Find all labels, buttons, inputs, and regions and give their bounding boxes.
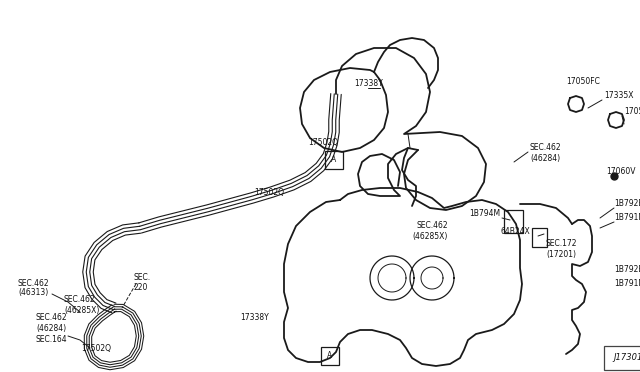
Text: (46285X): (46285X) bbox=[413, 231, 448, 241]
Text: 220: 220 bbox=[134, 283, 148, 292]
Text: (17201): (17201) bbox=[546, 250, 576, 259]
Text: 17050FC: 17050FC bbox=[566, 77, 600, 87]
Text: 17502Q: 17502Q bbox=[81, 343, 111, 353]
Text: 17338Y: 17338Y bbox=[240, 314, 269, 323]
Text: SEC.462: SEC.462 bbox=[64, 295, 95, 305]
Text: A: A bbox=[328, 352, 333, 360]
Text: (46313): (46313) bbox=[18, 289, 48, 298]
Text: (46285X): (46285X) bbox=[64, 305, 99, 314]
FancyBboxPatch shape bbox=[604, 346, 640, 370]
Text: 17335X: 17335X bbox=[604, 92, 634, 100]
Text: 1B794M: 1B794M bbox=[469, 209, 500, 218]
Text: SEC.: SEC. bbox=[134, 273, 151, 282]
Text: SEC.462: SEC.462 bbox=[417, 221, 448, 231]
Text: 1B791NA: 1B791NA bbox=[614, 214, 640, 222]
Text: 17338Y: 17338Y bbox=[354, 80, 383, 89]
Text: 64B24X: 64B24X bbox=[500, 228, 530, 237]
Text: 1B791N: 1B791N bbox=[614, 279, 640, 289]
Text: 17502Q: 17502Q bbox=[254, 187, 284, 196]
Text: 17050FD: 17050FD bbox=[624, 108, 640, 116]
Text: A: A bbox=[332, 155, 337, 164]
Text: SEC.462: SEC.462 bbox=[18, 279, 50, 288]
Text: 1B792EA: 1B792EA bbox=[614, 266, 640, 275]
Text: 1B792EB: 1B792EB bbox=[614, 199, 640, 208]
Text: 17502Q: 17502Q bbox=[308, 138, 338, 147]
Text: (46284): (46284) bbox=[530, 154, 560, 163]
Text: J17301SW: J17301SW bbox=[614, 353, 640, 362]
Text: (46284): (46284) bbox=[36, 324, 66, 333]
Text: SEC.172: SEC.172 bbox=[546, 240, 577, 248]
Text: SEC.462: SEC.462 bbox=[530, 144, 562, 153]
Text: 17060V: 17060V bbox=[606, 167, 636, 176]
Text: SEC.462: SEC.462 bbox=[36, 314, 68, 323]
Text: SEC.164: SEC.164 bbox=[36, 336, 68, 344]
